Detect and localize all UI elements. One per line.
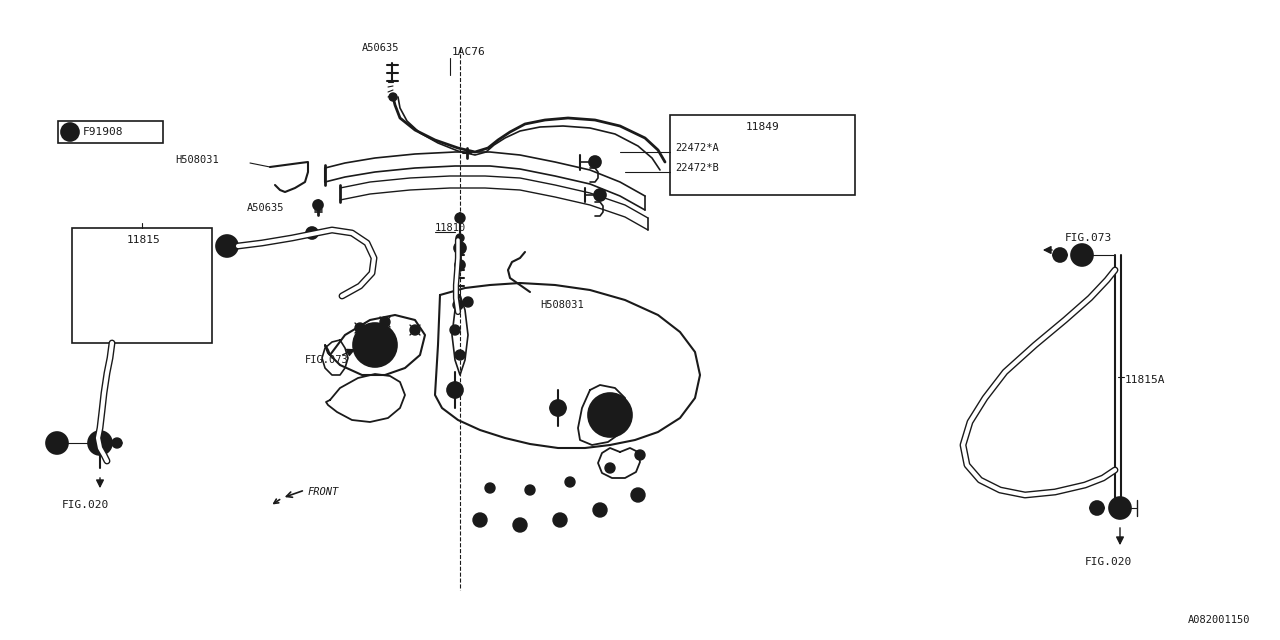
Circle shape	[88, 431, 113, 455]
Circle shape	[353, 323, 397, 367]
Circle shape	[635, 492, 641, 499]
Circle shape	[454, 260, 465, 270]
Text: 1: 1	[54, 438, 60, 448]
Circle shape	[456, 234, 465, 242]
Circle shape	[453, 300, 463, 310]
Circle shape	[525, 485, 535, 495]
Text: 1AC76: 1AC76	[452, 47, 485, 57]
FancyBboxPatch shape	[58, 121, 163, 143]
Circle shape	[46, 432, 68, 454]
Circle shape	[463, 297, 474, 307]
Text: 11810: 11810	[435, 223, 466, 233]
Text: FRONT: FRONT	[308, 487, 339, 497]
Circle shape	[380, 317, 390, 327]
Circle shape	[451, 325, 460, 335]
Circle shape	[554, 404, 562, 412]
Circle shape	[567, 479, 572, 484]
Circle shape	[513, 518, 527, 532]
Circle shape	[447, 382, 463, 398]
Circle shape	[1053, 248, 1068, 262]
Text: 1: 1	[224, 241, 230, 251]
FancyBboxPatch shape	[669, 115, 855, 195]
Circle shape	[1091, 501, 1103, 515]
Circle shape	[557, 516, 563, 524]
Text: 22472*B: 22472*B	[675, 163, 719, 173]
Circle shape	[1108, 497, 1132, 519]
Circle shape	[488, 486, 493, 490]
Circle shape	[608, 465, 613, 470]
Circle shape	[364, 333, 387, 357]
Text: A50635: A50635	[247, 203, 284, 213]
Circle shape	[355, 323, 365, 333]
Circle shape	[454, 213, 465, 223]
Circle shape	[588, 393, 632, 437]
Circle shape	[485, 483, 495, 493]
Text: 11815: 11815	[127, 235, 161, 245]
Circle shape	[564, 477, 575, 487]
Circle shape	[314, 200, 323, 210]
Circle shape	[451, 386, 460, 394]
Text: F91908: F91908	[83, 127, 123, 137]
Text: 22472*A: 22472*A	[675, 143, 719, 153]
Circle shape	[306, 227, 317, 239]
Circle shape	[631, 488, 645, 502]
FancyBboxPatch shape	[72, 228, 212, 343]
Circle shape	[1071, 244, 1093, 266]
Text: 1: 1	[1079, 250, 1085, 260]
Circle shape	[389, 93, 397, 101]
Circle shape	[637, 452, 643, 458]
Circle shape	[598, 403, 622, 427]
Circle shape	[474, 513, 486, 527]
Text: FIG.020: FIG.020	[61, 500, 109, 510]
Circle shape	[517, 522, 524, 529]
Circle shape	[454, 242, 466, 254]
Circle shape	[216, 235, 238, 257]
Circle shape	[553, 513, 567, 527]
Circle shape	[476, 516, 484, 524]
Text: A082001150: A082001150	[1188, 615, 1251, 625]
Text: FIG.073: FIG.073	[1065, 233, 1112, 243]
Circle shape	[113, 438, 122, 448]
Text: 11815A: 11815A	[1125, 375, 1166, 385]
Circle shape	[550, 400, 566, 416]
Text: A50635: A50635	[362, 43, 399, 53]
Text: 1: 1	[1117, 503, 1123, 513]
Text: H508031: H508031	[540, 300, 584, 310]
Circle shape	[605, 463, 614, 473]
Circle shape	[635, 450, 645, 460]
Circle shape	[93, 437, 106, 449]
Text: H508031: H508031	[175, 155, 219, 165]
Circle shape	[593, 503, 607, 517]
Circle shape	[61, 123, 79, 141]
Text: FIG.073: FIG.073	[305, 355, 348, 365]
Circle shape	[589, 156, 602, 168]
Text: 1: 1	[67, 127, 73, 137]
Text: 11849: 11849	[746, 122, 780, 132]
Circle shape	[527, 488, 532, 493]
Circle shape	[594, 189, 605, 201]
Circle shape	[596, 506, 603, 513]
Text: FIG.020: FIG.020	[1085, 557, 1133, 567]
Circle shape	[410, 325, 420, 335]
Circle shape	[454, 350, 465, 360]
